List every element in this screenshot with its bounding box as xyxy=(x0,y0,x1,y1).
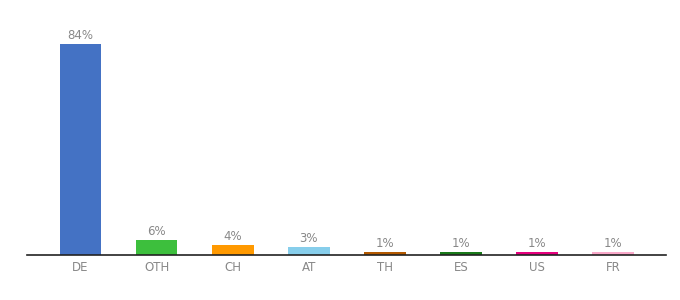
Text: 6%: 6% xyxy=(148,225,166,238)
Bar xyxy=(60,44,101,255)
Text: 4%: 4% xyxy=(223,230,242,243)
Bar xyxy=(592,253,634,255)
Text: 1%: 1% xyxy=(452,238,471,250)
Text: 84%: 84% xyxy=(67,29,93,42)
Bar xyxy=(211,245,254,255)
Bar xyxy=(516,253,558,255)
Text: 1%: 1% xyxy=(528,238,546,250)
Bar xyxy=(364,253,406,255)
Text: 1%: 1% xyxy=(375,238,394,250)
Bar xyxy=(288,248,330,255)
Bar xyxy=(440,253,482,255)
Bar xyxy=(135,240,177,255)
Text: 1%: 1% xyxy=(604,238,622,250)
Text: 3%: 3% xyxy=(299,232,318,245)
